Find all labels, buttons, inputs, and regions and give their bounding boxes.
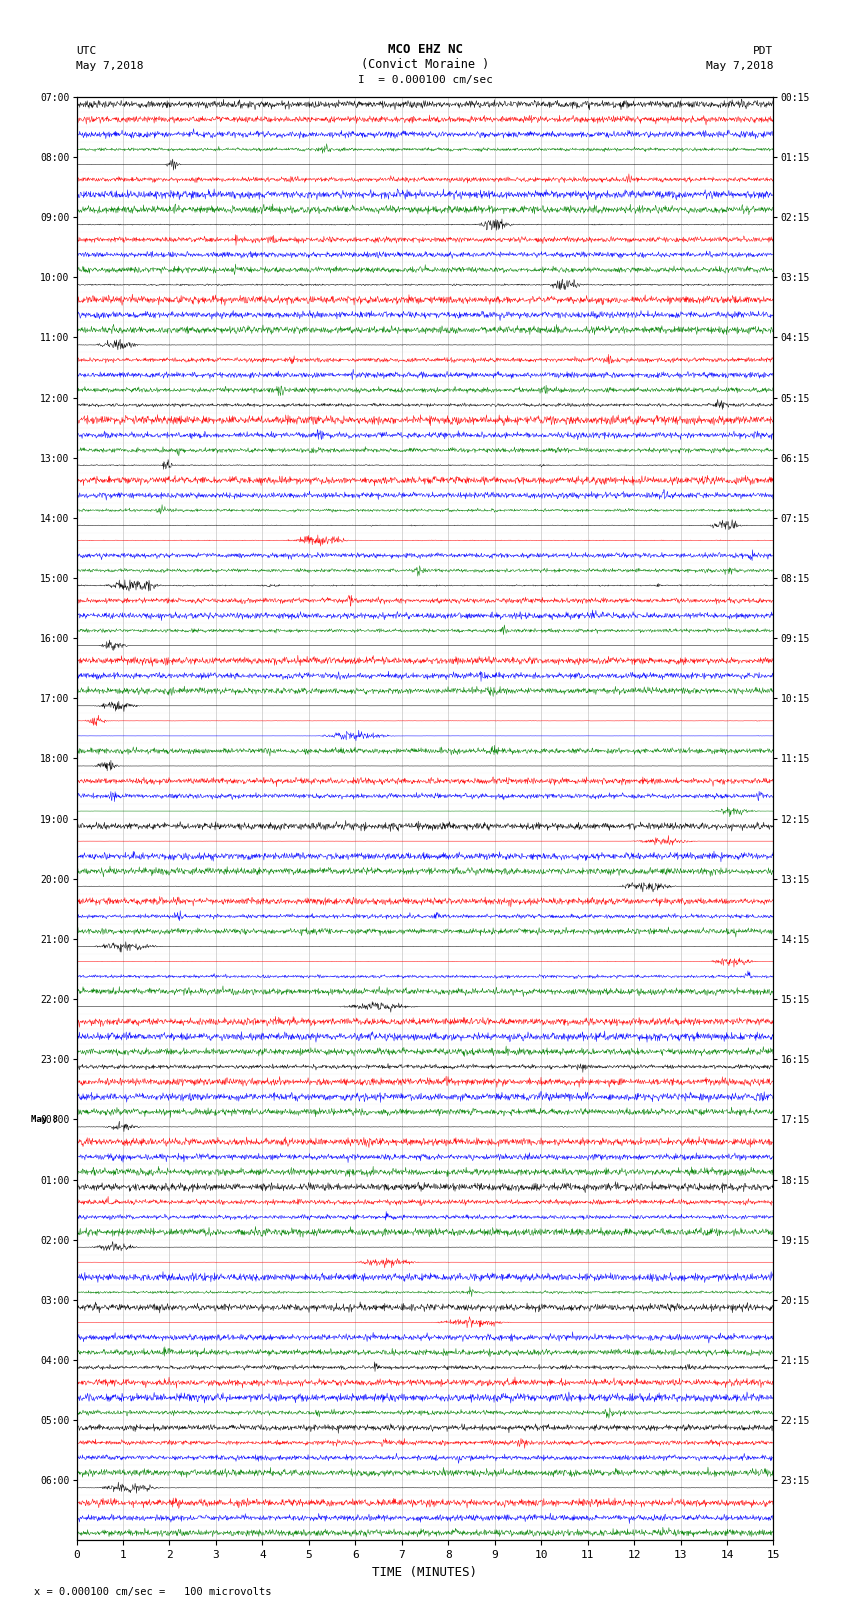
Text: I  = 0.000100 cm/sec: I = 0.000100 cm/sec [358,76,492,85]
Text: May 8: May 8 [31,1115,58,1124]
Text: x = 0.000100 cm/sec =   100 microvolts: x = 0.000100 cm/sec = 100 microvolts [34,1587,271,1597]
X-axis label: TIME (MINUTES): TIME (MINUTES) [372,1566,478,1579]
Text: UTC: UTC [76,47,97,56]
Text: PDT: PDT [753,47,774,56]
Text: MCO EHZ NC: MCO EHZ NC [388,44,462,56]
Text: May 7,2018: May 7,2018 [706,61,774,71]
Text: (Convict Moraine ): (Convict Moraine ) [361,58,489,71]
Text: May 7,2018: May 7,2018 [76,61,144,71]
